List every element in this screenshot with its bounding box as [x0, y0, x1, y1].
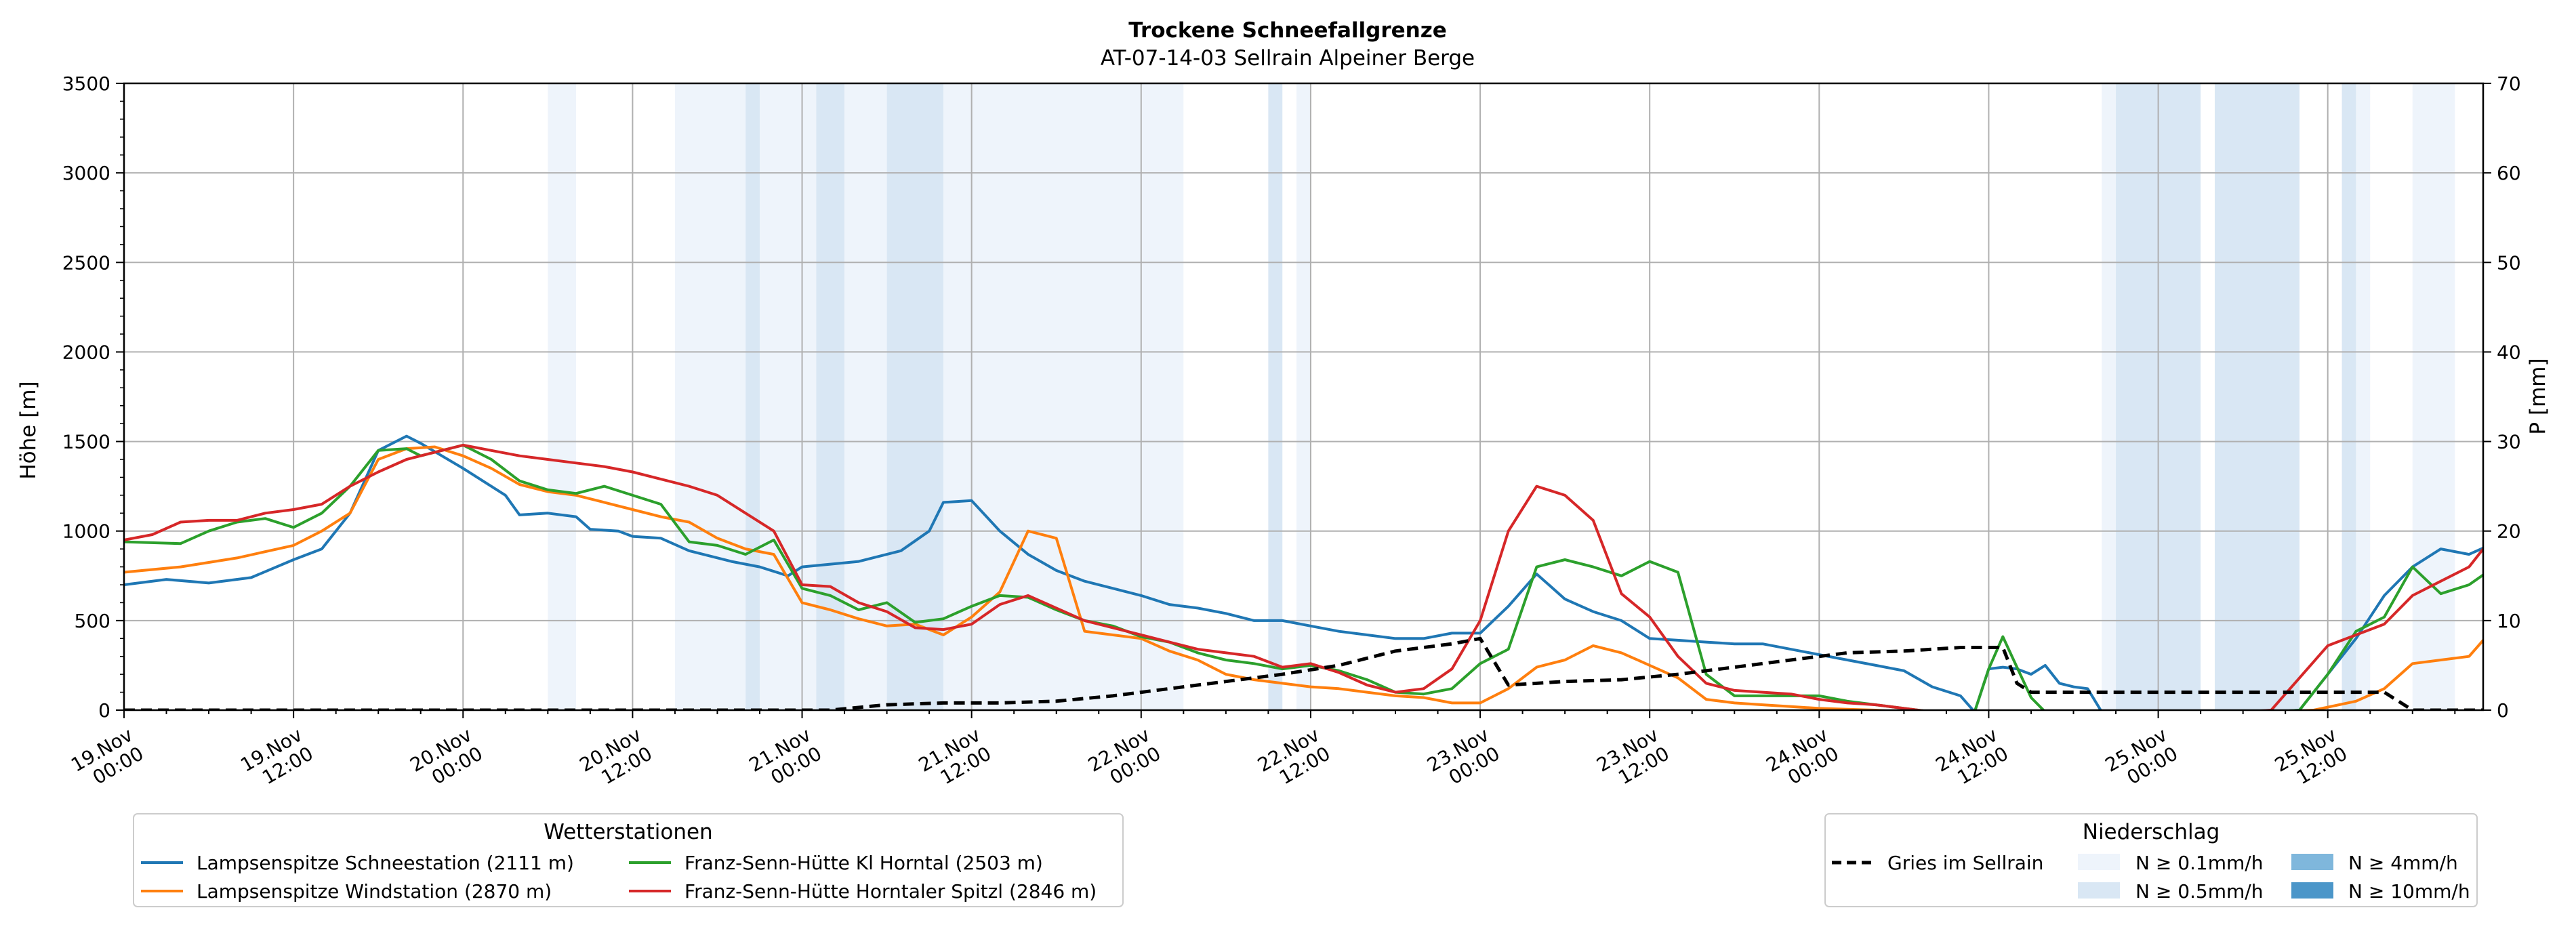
precip-band [745, 83, 760, 710]
precip-band [2102, 83, 2117, 710]
y-tick-label: 2500 [62, 251, 110, 274]
chart-subtitle: AT-07-14-03 Sellrain Alpeiner Berge [1101, 46, 1475, 70]
series-lines [124, 434, 2483, 710]
series-line-5 [124, 636, 2483, 710]
legend-stations: Wetterstationen Lampsenspitze Schneestat… [133, 813, 1124, 907]
precip-band [816, 83, 845, 710]
legend-item-station-2: Lampsenspitze Windstation (2870 m) [197, 880, 552, 903]
legend-swatch-precip-4 [2291, 882, 2333, 899]
precip-band [2342, 83, 2356, 710]
precip-band [2412, 83, 2455, 710]
y-tick-label: 3000 [62, 162, 110, 184]
legend-item-station-1: Lampsenspitze Schneestation (2111 m) [197, 852, 574, 874]
y2-tick-label: 20 [2497, 520, 2521, 543]
series-line-4 [124, 443, 2483, 710]
y2-tick-label: 0 [2497, 699, 2509, 722]
y-axis-label: Höhe [m] [16, 381, 41, 479]
legend-item-station-3: Franz-Senn-Hütte Kl Horntal (2503 m) [684, 852, 1043, 874]
precip-band [1268, 83, 1283, 710]
legend-stations-title: Wetterstationen [544, 820, 712, 844]
precipitation-bands [548, 83, 2455, 710]
series-line-2 [124, 445, 2483, 710]
precip-band [1296, 83, 1311, 710]
y-tick-label: 500 [75, 610, 110, 632]
legend-item-station-4: Franz-Senn-Hütte Horntaler Spitzl (2846 … [684, 880, 1097, 903]
legend-item-precip-1: N ≥ 0.1mm/h [2135, 852, 2263, 874]
precip-band [2356, 83, 2371, 710]
y2-tick-label: 60 [2497, 162, 2521, 184]
chart-title: Trockene Schneefallgrenze [1128, 18, 1447, 43]
legend-swatch-precip-2 [2078, 882, 2120, 899]
precip-band [886, 83, 943, 710]
y-tick-label: 2000 [62, 341, 110, 363]
series-line-3 [124, 443, 2483, 710]
legend-precip: Niederschlag Gries im Sellrain N ≥ 0.1mm… [1824, 813, 2478, 907]
series-line-1 [124, 434, 2483, 710]
y-tick-label: 1000 [62, 520, 110, 543]
y2-tick-label: 40 [2497, 341, 2521, 363]
precip-band [674, 83, 746, 710]
plot-frame [123, 82, 2485, 711]
precip-band [943, 83, 1184, 710]
legend-swatch-precip-3 [2291, 854, 2333, 870]
y2-tick-label: 30 [2497, 431, 2521, 453]
y2-tick-label: 70 [2497, 73, 2521, 95]
y2-tick-label: 50 [2497, 251, 2521, 274]
legend-item-precip-2: N ≥ 0.5mm/h [2135, 880, 2263, 903]
y2-axis-label: P [mm] [2526, 358, 2550, 434]
legend-item-gries: Gries im Sellrain [1887, 852, 2043, 874]
y-tick-label: 3500 [62, 73, 110, 95]
y-tick-label: 1500 [62, 431, 110, 453]
y2-tick-label: 10 [2497, 610, 2521, 632]
legend-precip-title: Niederschlag [2083, 820, 2220, 844]
legend-item-precip-4: N ≥ 10mm/h [2348, 880, 2470, 903]
legend-swatch-precip-1 [2078, 854, 2120, 870]
legend-item-precip-3: N ≥ 4mm/h [2348, 852, 2458, 874]
precip-band [548, 83, 577, 710]
precip-band [759, 83, 817, 710]
y-tick-label: 0 [98, 699, 110, 722]
legend-stations-frame [133, 813, 1124, 907]
precip-band [2214, 83, 2300, 710]
